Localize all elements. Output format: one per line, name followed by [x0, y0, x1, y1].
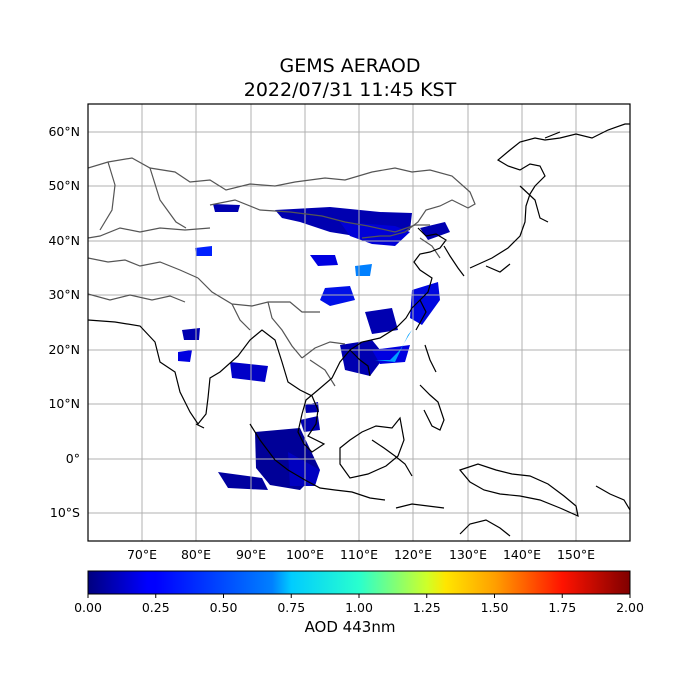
colorbar-tick-label: 0.50: [210, 600, 238, 615]
lat-tick-label: 40°N: [48, 233, 80, 248]
map-title: GEMS AERAOD: [279, 55, 421, 77]
lat-tick-label: 60°N: [48, 124, 80, 139]
lat-tick-label: 10°N: [48, 396, 80, 411]
colorbar-tick-label: 2.00: [616, 600, 644, 615]
lon-tick-label: 150°E: [557, 547, 595, 562]
lon-tick-label: 80°E: [181, 547, 211, 562]
colorbar-ticks: [87, 594, 631, 598]
lon-tick-label: 100°E: [286, 547, 324, 562]
map-frame: [87, 103, 631, 542]
lat-tick-label: 10°S: [50, 505, 80, 520]
lat-tick-label: 20°N: [48, 342, 80, 357]
graticule: [88, 104, 630, 541]
colorbar-tick-label: 1.75: [548, 600, 576, 615]
longitude-ticks: 70°E 80°E 90°E 100°E 110°E 120°E 130°E 1…: [127, 547, 595, 562]
colorbar-tick-label: 0.00: [74, 600, 102, 615]
country-borders: [88, 157, 476, 387]
colorbar-label: AOD 443nm: [304, 618, 396, 636]
coastlines: [88, 123, 630, 537]
colorbar-tick-label: 0.25: [142, 600, 170, 615]
lon-tick-label: 130°E: [449, 547, 487, 562]
lat-tick-label: 50°N: [48, 178, 80, 193]
map-subtitle-timestamp: 2022/07/31 11:45 KST: [243, 79, 457, 101]
lon-tick-label: 70°E: [127, 547, 157, 562]
lon-tick-label: 140°E: [503, 547, 541, 562]
colorbar-tick-labels: 0.00 0.25 0.50 0.75 1.00 1.25 1.50 1.75 …: [74, 600, 644, 615]
lat-tick-label: 30°N: [48, 287, 80, 302]
lat-tick-label: 0°: [66, 451, 80, 466]
colorbar-tick-label: 1.25: [413, 600, 441, 615]
colorbar-tick-label: 0.75: [277, 600, 305, 615]
lon-tick-label: 90°E: [236, 547, 266, 562]
colorbar-tick-label: 1.50: [481, 600, 509, 615]
colorbar-tick-label: 1.00: [345, 600, 373, 615]
lon-tick-label: 110°E: [340, 547, 378, 562]
colorbar: [87, 570, 631, 595]
latitude-ticks: 60°N 50°N 40°N 30°N 20°N 10°N 0° 10°S: [48, 124, 80, 520]
lon-tick-label: 120°E: [394, 547, 432, 562]
